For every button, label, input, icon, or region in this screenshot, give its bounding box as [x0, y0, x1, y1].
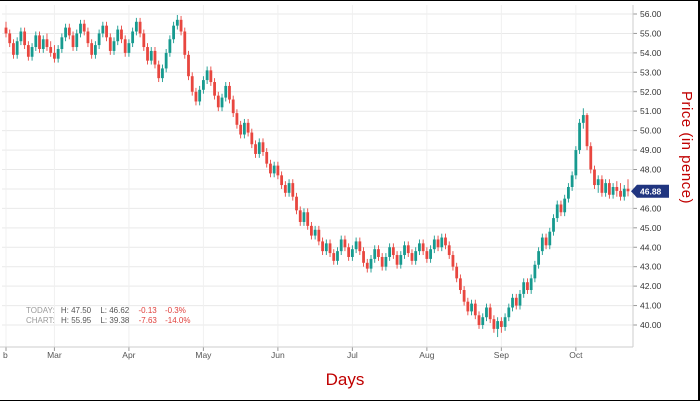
legend-chart-high: H: 55.95: [60, 316, 92, 325]
y-axis-title: Price (in pence): [678, 91, 695, 205]
svg-text:46.88: 46.88: [640, 186, 662, 196]
chart-legend: TODAY: H: 47.50 L: 46.62 -0.13 -0.3% CHA…: [26, 306, 196, 326]
svg-text:Apr: Apr: [122, 350, 135, 360]
svg-text:51.00: 51.00: [640, 106, 662, 116]
legend-row-chart: CHART: H: 55.95 L: 39.38 -7.63 -14.0%: [26, 316, 196, 326]
svg-text:41.00: 41.00: [640, 301, 662, 311]
svg-text:b: b: [3, 350, 8, 360]
legend-chart-change-pct: -14.0%: [165, 316, 191, 325]
svg-text:43.00: 43.00: [640, 262, 662, 272]
svg-text:45.00: 45.00: [640, 223, 662, 233]
legend-today-high: H: 47.50: [60, 306, 92, 315]
x-axis-title: Days: [325, 370, 365, 389]
legend-chart-low: L: 39.38: [100, 316, 130, 325]
svg-text:Sep: Sep: [494, 350, 509, 360]
svg-text:42.00: 42.00: [640, 281, 662, 291]
x-tick-labels: b Mar Apr May Jun Jul Aug Sep Oct: [3, 350, 583, 360]
svg-text:50.00: 50.00: [640, 126, 662, 136]
gridlines: [2, 5, 633, 347]
svg-text:56.00: 56.00: [640, 9, 662, 19]
svg-text:48.00: 48.00: [640, 165, 662, 175]
legend-today-label: TODAY:: [26, 306, 55, 315]
svg-text:40.00: 40.00: [640, 320, 662, 330]
legend-today-change-pct: -0.3%: [164, 306, 186, 315]
y-tick-labels: 56.00 55.00 54.00 53.00 52.00 51.00 50.00 49.00…: [640, 9, 662, 330]
svg-text:Jul: Jul: [347, 350, 358, 360]
last-price-badge: 46.88: [631, 184, 669, 198]
svg-text:55.00: 55.00: [640, 28, 662, 38]
svg-text:52.00: 52.00: [640, 87, 662, 97]
legend-row-today: TODAY: H: 47.50 L: 46.62 -0.13 -0.3%: [26, 306, 196, 316]
svg-text:Aug: Aug: [419, 350, 434, 360]
legend-chart-change: -7.63: [138, 316, 157, 325]
svg-text:Oct: Oct: [569, 350, 583, 360]
svg-text:53.00: 53.00: [640, 67, 662, 77]
svg-text:49.00: 49.00: [640, 145, 662, 155]
svg-text:54.00: 54.00: [640, 48, 662, 58]
svg-text:44.00: 44.00: [640, 242, 662, 252]
svg-text:46.00: 46.00: [640, 203, 662, 213]
candles: [4, 14, 630, 338]
svg-text:Mar: Mar: [47, 350, 62, 360]
legend-today-change: -0.13: [138, 306, 157, 315]
legend-today-low: L: 46.62: [100, 306, 130, 315]
legend-chart-label: CHART:: [26, 316, 55, 325]
axis-lines: [0, 5, 637, 351]
svg-text:Jun: Jun: [271, 350, 285, 360]
svg-text:May: May: [195, 350, 212, 360]
